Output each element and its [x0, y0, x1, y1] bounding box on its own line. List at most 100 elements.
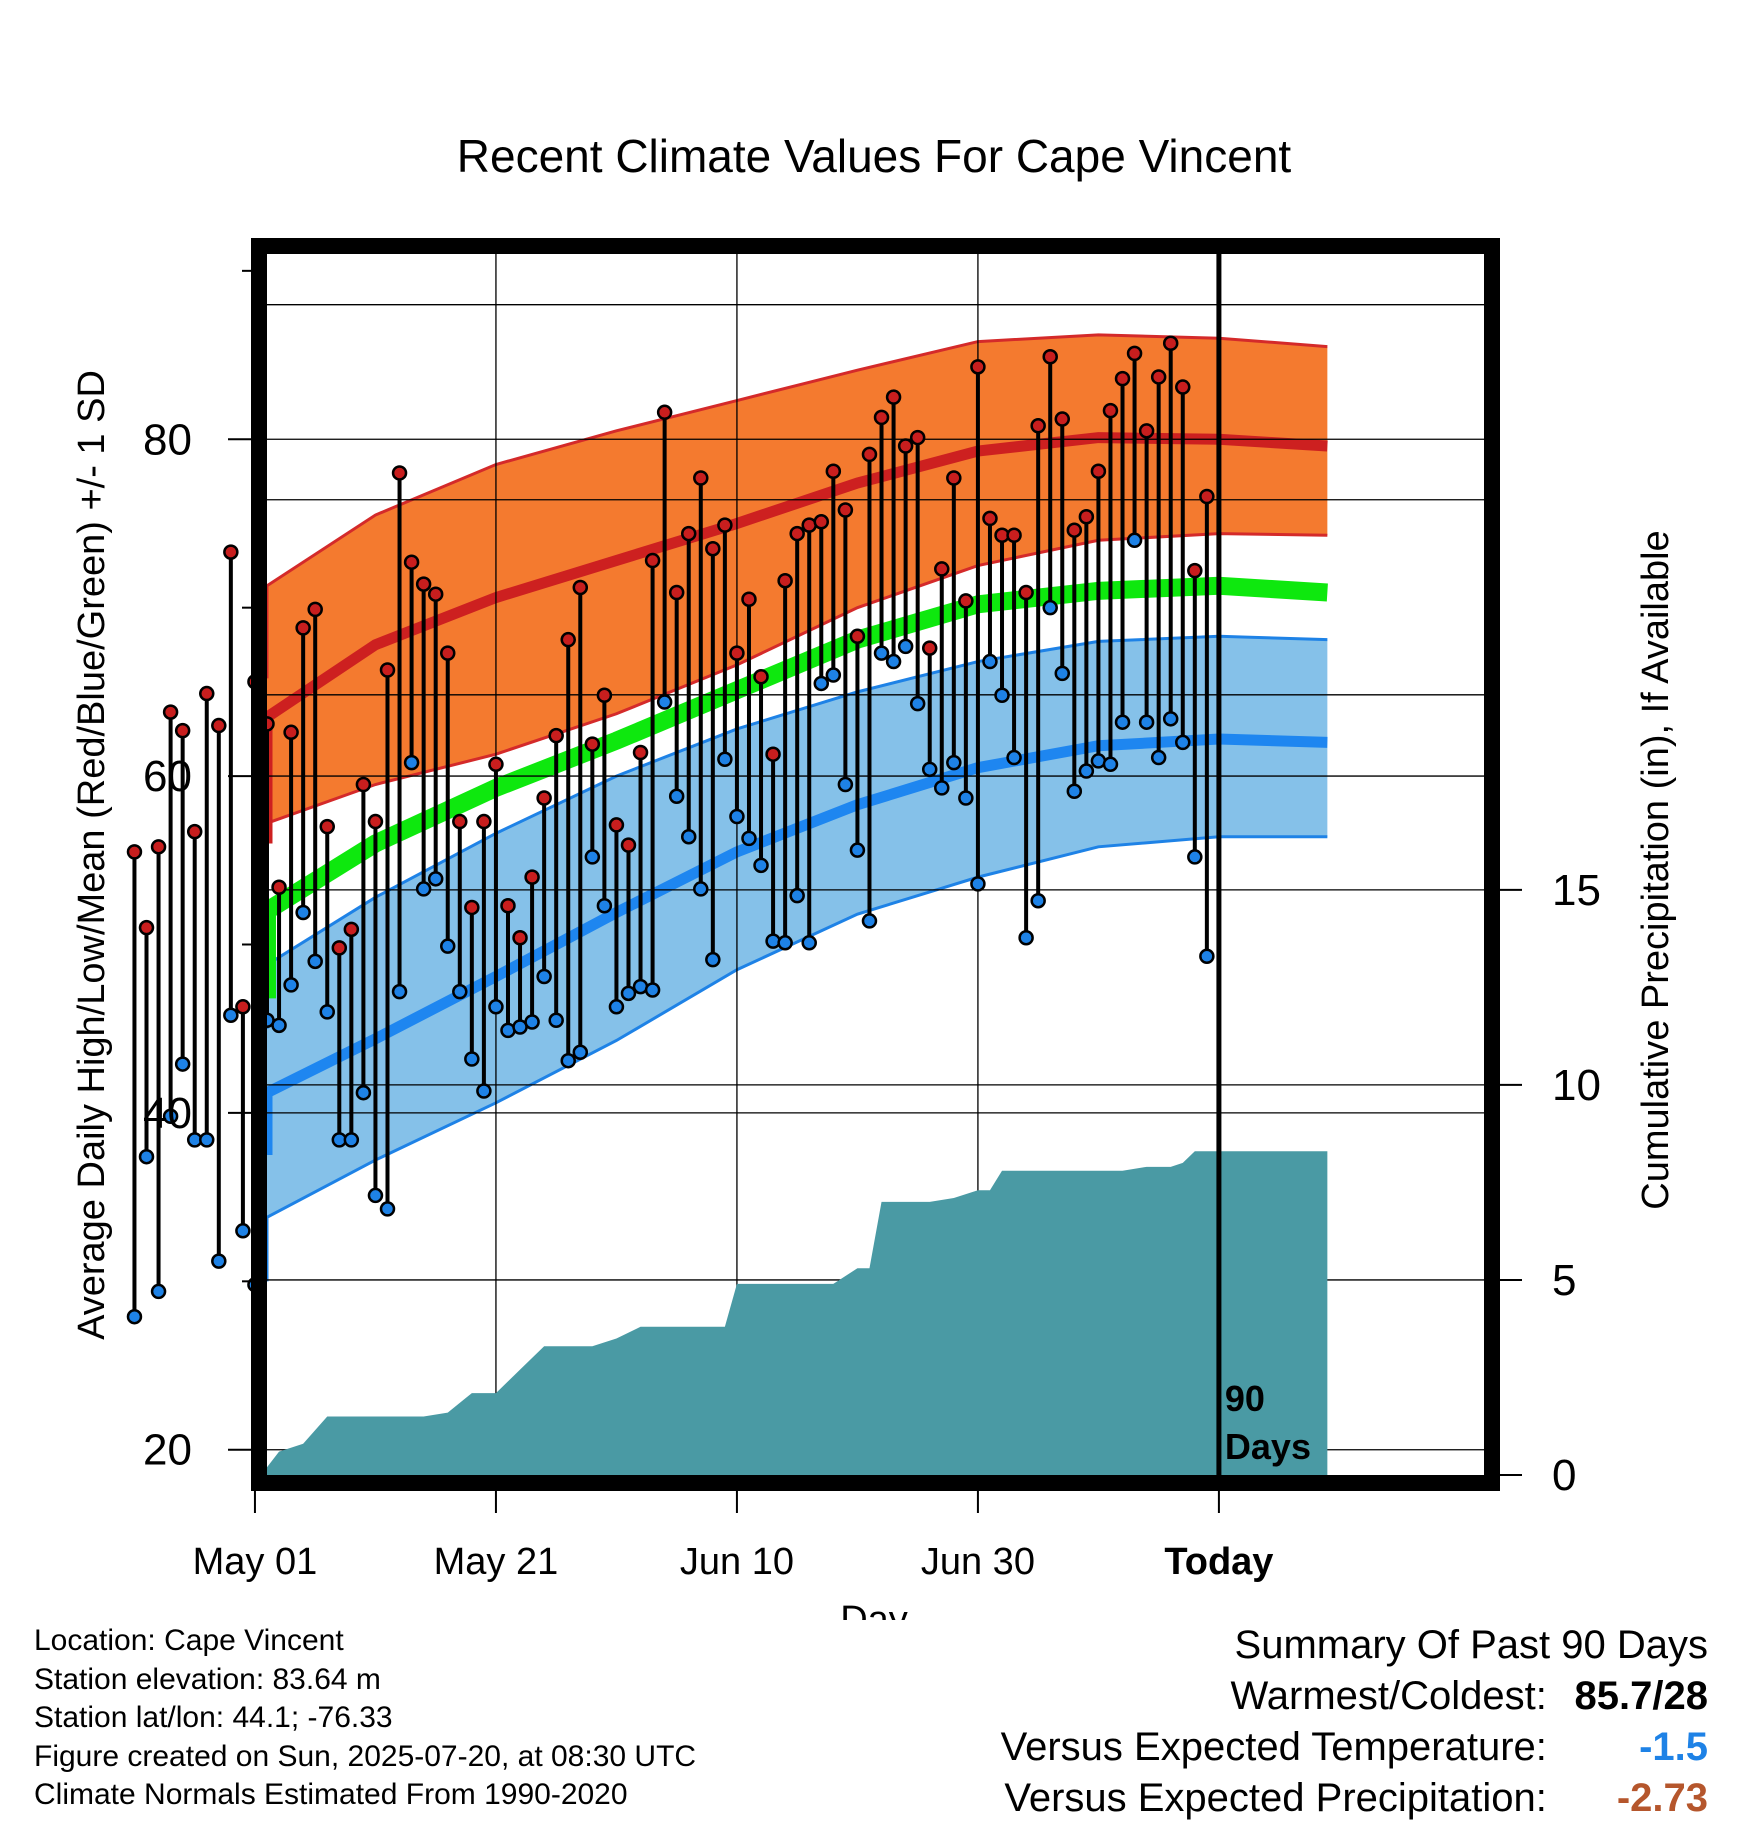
plot-area: 90 Days — [126, 254, 1484, 1475]
daily-high-point — [970, 359, 986, 375]
daily-high-point — [367, 813, 384, 830]
daily-low-point — [849, 842, 866, 858]
daily-high-point — [1054, 411, 1071, 427]
daily-low-point — [271, 1017, 287, 1034]
daily-high-point — [620, 837, 637, 853]
daily-low-point — [199, 1132, 215, 1148]
daily-low-point — [223, 1007, 239, 1023]
daily-high-point — [355, 776, 372, 793]
daily-low-point — [994, 687, 1010, 703]
daily-low-point — [572, 1044, 589, 1061]
daily-high-point — [958, 593, 974, 609]
daily-low-point — [1162, 711, 1179, 727]
daily-low-point — [668, 788, 685, 805]
daily-high-point — [452, 813, 468, 830]
precipitation-area — [267, 1151, 1328, 1475]
daily-high-point — [403, 554, 420, 570]
daily-low-point — [958, 790, 974, 806]
daily-low-point — [211, 1253, 227, 1269]
right-tick-label: 10 — [1552, 1061, 1601, 1110]
daily-high-point — [476, 813, 492, 830]
daily-high-point — [1150, 369, 1167, 385]
warmest-value: 85.7/28 — [1574, 1674, 1708, 1718]
daily-low-point — [536, 968, 552, 985]
daily-high-point — [1006, 527, 1022, 544]
left-tick-label: 20 — [143, 1426, 192, 1475]
daily-high-point — [1199, 488, 1215, 505]
normals-text: Climate Normals Estimated From 1990-2020 — [34, 1778, 628, 1811]
daily-low-point — [452, 983, 468, 1000]
daily-low-point — [789, 887, 805, 904]
daily-high-point — [572, 579, 589, 596]
temp-label: Versus Expected Temperature: — [1000, 1725, 1547, 1769]
precip-value: -2.73 — [1616, 1776, 1708, 1820]
daily-high-point — [632, 744, 649, 761]
daily-high-point — [1078, 508, 1095, 525]
daily-low-point — [777, 935, 793, 951]
daily-high-point — [921, 640, 938, 656]
daily-high-point — [439, 645, 456, 661]
daily-high-point — [319, 818, 335, 835]
daily-high-point — [765, 746, 781, 762]
daily-low-point — [560, 1052, 576, 1069]
daily-high-point — [223, 544, 239, 560]
daily-high-point — [138, 919, 155, 936]
daily-low-point — [596, 898, 613, 914]
today-window-label: Days — [1225, 1426, 1311, 1467]
daily-low-point — [837, 776, 854, 793]
daily-high-point — [391, 465, 408, 481]
daily-low-point — [126, 1308, 143, 1325]
daily-low-point — [343, 1132, 360, 1148]
daily-low-point — [174, 1056, 191, 1072]
daily-low-point — [946, 754, 962, 771]
daily-low-point — [934, 780, 950, 796]
daily-low-point — [403, 754, 420, 771]
daily-low-point — [921, 761, 938, 778]
daily-low-point — [1006, 749, 1022, 766]
daily-low-point — [873, 645, 890, 661]
daily-low-point — [1199, 948, 1215, 965]
daily-high-point — [668, 584, 685, 601]
daily-high-point — [235, 999, 251, 1015]
daily-high-point — [174, 722, 191, 739]
daily-high-point — [1187, 562, 1203, 579]
daily-high-point — [1114, 370, 1131, 387]
daily-high-point — [415, 576, 432, 592]
daily-high-point — [861, 446, 878, 463]
daily-low-point — [1102, 756, 1119, 773]
daily-low-point — [415, 881, 432, 897]
daily-high-point — [1126, 345, 1143, 362]
daily-high-point — [1090, 463, 1107, 480]
summary-precip-row: Versus Expected Precipitation: -2.73 — [1001, 1773, 1708, 1824]
daily-high-point — [897, 438, 914, 454]
summary-heading: Summary Of Past 90 Days — [1234, 1623, 1708, 1667]
location-text: Location: Cape Vincent — [34, 1624, 344, 1657]
daily-high-point — [909, 429, 926, 446]
daily-low-point — [897, 638, 914, 655]
daily-high-point — [295, 620, 311, 636]
daily-high-point — [873, 409, 890, 426]
daily-high-point — [656, 404, 673, 421]
daily-high-point — [548, 727, 564, 744]
daily-low-point — [367, 1187, 384, 1204]
daily-low-point — [982, 653, 998, 670]
plot-frame — [251, 238, 1500, 1491]
daily-low-point — [1138, 714, 1155, 730]
daily-low-point — [464, 1051, 480, 1067]
daily-high-point — [488, 756, 504, 773]
left-tick-label: 60 — [143, 752, 192, 801]
daily-low-point — [439, 938, 456, 954]
daily-low-point — [813, 675, 830, 692]
temp-value: -1.5 — [1639, 1725, 1708, 1769]
daily-low-point — [1175, 734, 1191, 751]
daily-high-point — [1102, 402, 1119, 419]
daily-low-point — [295, 904, 311, 921]
x-tick-label: Jun 10 — [680, 1541, 794, 1583]
daily-low-point — [620, 985, 637, 1002]
daily-high-point — [1018, 584, 1034, 601]
daily-high-point — [512, 930, 528, 946]
daily-low-point — [608, 999, 625, 1015]
daily-high-point — [777, 572, 793, 589]
daily-low-point — [1187, 849, 1203, 865]
daily-high-point — [982, 510, 998, 527]
